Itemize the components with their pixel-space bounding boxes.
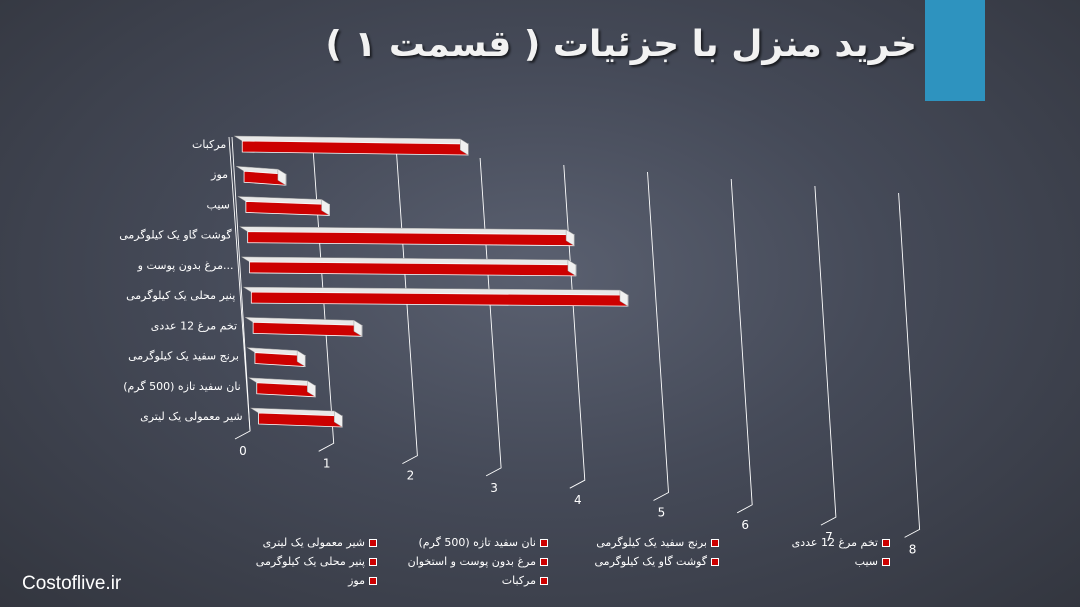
legend-item: مرغ بدون پوست و استخوان <box>383 555 548 568</box>
grid-line <box>647 171 669 501</box>
bar <box>233 135 470 156</box>
category-label: پنیر محلی یک کیلوگرمی <box>126 289 235 302</box>
grid-line <box>479 157 502 477</box>
category-label: برنج سفید یک کیلوگرمی <box>128 350 239 363</box>
bar <box>242 286 629 307</box>
bar <box>244 317 363 337</box>
grid-line <box>898 192 921 538</box>
slide-title: خرید منزل با جزئیات ( قسمت ۱ ) <box>325 24 917 65</box>
legend-label: برنج سفید یک کیلوگرمی <box>596 536 707 549</box>
bar <box>249 407 344 428</box>
legend-label: شیر معمولی یک لیتری <box>262 536 365 549</box>
x-tick-label: 7 <box>825 530 833 544</box>
category-label: مرغ بدون پوست و... <box>137 259 234 272</box>
bar <box>236 196 331 216</box>
legend-item: گوشت گاو یک کیلوگرمی <box>554 555 719 568</box>
y-axis-line <box>231 136 251 432</box>
legend-swatch <box>711 557 719 566</box>
legend-item: موز <box>212 574 377 587</box>
category-label: مرکبات <box>192 138 226 151</box>
bar <box>235 165 287 186</box>
grid-line <box>730 178 753 514</box>
legend-label: مرکبات <box>501 574 536 587</box>
accent-block <box>925 0 985 101</box>
category-label: گوشت گاو یک کیلوگرمی <box>119 229 232 242</box>
legend-swatch <box>369 576 377 585</box>
x-tick-label: 3 <box>490 481 498 495</box>
legend-item: نان سفید تازه (500 گرم) <box>383 536 548 549</box>
x-tick-label: 4 <box>574 493 582 507</box>
legend-item: مرکبات <box>383 574 548 587</box>
category-label: نان سفید تازه (500 گرم) <box>123 380 241 393</box>
legend-label: تخم مرغ 12 عددی <box>791 536 878 549</box>
legend-label: سیب <box>854 555 878 568</box>
legend-label: نان سفید تازه (500 گرم) <box>418 536 536 549</box>
legend-item: برنج سفید یک کیلوگرمی <box>554 536 719 549</box>
x-tick-label: 6 <box>741 518 749 532</box>
legend-label: پنیر محلی یک کیلوگرمی <box>255 555 365 568</box>
legend-swatch <box>711 538 719 547</box>
legend-label: گوشت گاو یک کیلوگرمی <box>594 555 707 568</box>
grid-line <box>312 143 335 452</box>
grid-line <box>814 185 837 526</box>
x-tick-label: 1 <box>323 456 331 470</box>
x-tick-label: 5 <box>658 506 666 520</box>
site-name: Costoflive.ir <box>22 573 122 594</box>
legend-item: شیر معمولی یک لیتری <box>212 536 377 549</box>
legend-item: پنیر محلی یک کیلوگرمی <box>212 555 377 568</box>
legend-swatch <box>540 557 548 566</box>
legend-swatch <box>369 538 377 547</box>
grid-line <box>563 164 586 489</box>
grid-line <box>395 150 418 464</box>
legend-item: سیب <box>725 555 890 568</box>
legend-swatch <box>540 538 548 547</box>
category-label: شیر معمولی یک لیتری <box>140 410 242 423</box>
bar <box>246 347 306 368</box>
bar <box>238 226 575 247</box>
category-label: سیب <box>207 198 230 211</box>
legend-swatch <box>882 557 890 566</box>
x-tick-label: 8 <box>909 542 917 556</box>
category-label: موز <box>210 168 228 181</box>
legend-swatch <box>882 538 890 547</box>
x-tick-label: 2 <box>407 469 415 483</box>
legend-swatch <box>540 576 548 585</box>
legend-swatch <box>369 557 377 566</box>
category-label: تخم مرغ 12 عددی <box>151 319 237 332</box>
legend-item: تخم مرغ 12 عددی <box>725 536 890 549</box>
x-tick-label: 0 <box>239 444 247 458</box>
legend-label: موز <box>348 574 365 587</box>
bar <box>247 377 317 398</box>
bar <box>240 256 577 277</box>
legend-label: مرغ بدون پوست و استخوان <box>407 555 536 568</box>
